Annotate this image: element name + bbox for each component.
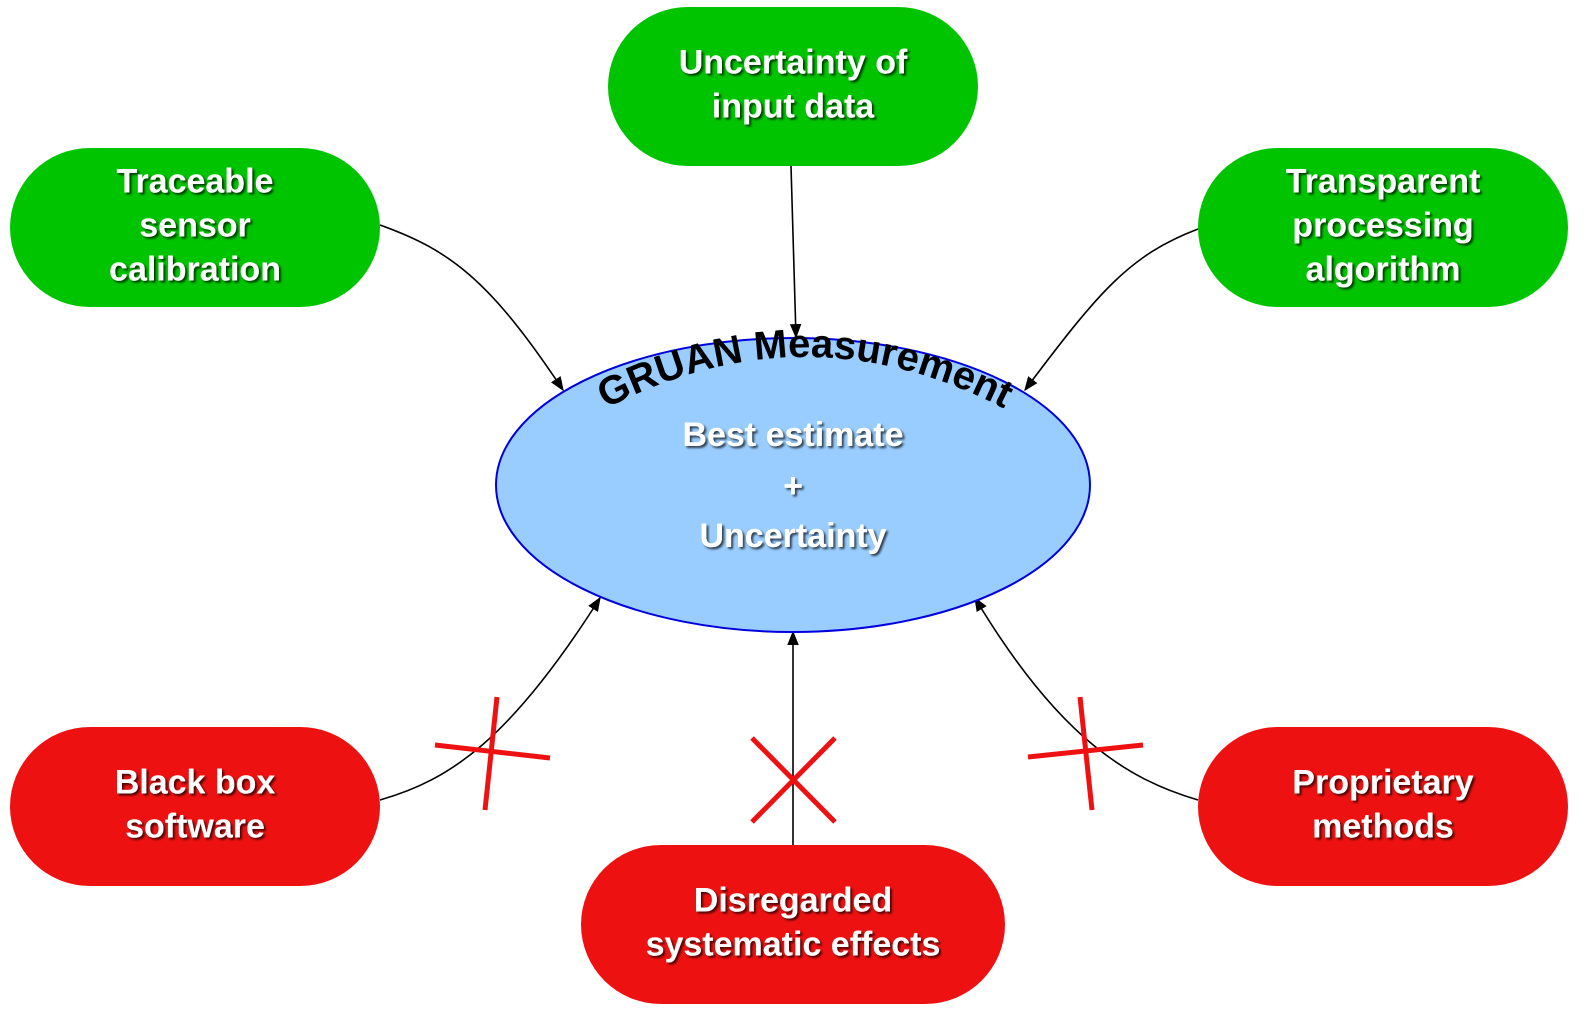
node-label: sensor	[139, 206, 251, 244]
node: Black box software	[10, 727, 380, 886]
center-line: Uncertainty	[699, 517, 886, 555]
node: Disregarded systematic effects	[581, 845, 1005, 1004]
nodes: Traceable sensor calibration Uncertainty of…	[10, 7, 1568, 1004]
crosses	[434, 696, 1144, 824]
node-label: systematic effects	[646, 925, 941, 963]
node-label: input data	[712, 87, 876, 125]
node-label: Black box	[115, 763, 276, 801]
node-box	[608, 7, 978, 166]
node-box	[10, 148, 380, 307]
node-box	[10, 727, 380, 886]
node-label: calibration	[109, 250, 281, 288]
node-box	[1198, 727, 1568, 886]
node-label: Disregarded	[694, 881, 892, 919]
arrow	[379, 224, 564, 392]
cross	[1027, 696, 1144, 811]
connectors	[379, 165, 1199, 845]
node: Proprietary methods	[1198, 727, 1568, 886]
node-box	[581, 845, 1005, 1004]
center-line: Best estimate	[682, 416, 903, 454]
arrow	[789, 165, 802, 339]
node-label: methods	[1312, 807, 1454, 845]
node: Traceable sensor calibration	[10, 148, 380, 307]
node-label: algorithm	[1306, 250, 1461, 288]
arrow	[379, 596, 601, 801]
node-label: Proprietary	[1292, 763, 1473, 801]
node-label: Transparent	[1286, 162, 1481, 200]
center-ellipse	[495, 337, 1091, 633]
node-label: Uncertainty of	[679, 43, 908, 81]
arrow	[1024, 228, 1199, 392]
node-label: software	[125, 807, 265, 845]
node-label: processing	[1292, 206, 1473, 244]
arrow	[974, 596, 1199, 801]
center-line: +	[783, 467, 803, 505]
node-box	[1198, 148, 1568, 307]
node-label: Traceable	[117, 162, 274, 200]
cross	[750, 736, 837, 824]
node: Transparent processing algorithm	[1198, 148, 1568, 307]
node: Uncertainty of input data	[608, 7, 978, 166]
cross	[434, 696, 551, 811]
